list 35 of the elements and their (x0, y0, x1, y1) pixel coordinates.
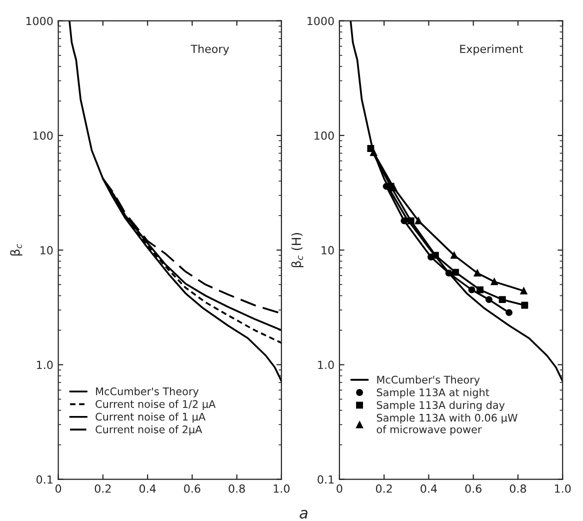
x-tick-label: 0 (336, 484, 342, 493)
legend-label: Current noise of 1/2 μA (96, 400, 216, 410)
x-tick-label: 0.4 (420, 484, 437, 493)
legend-label: Current noise of 1 μA (96, 412, 206, 423)
x-tick-label: 0.6 (465, 484, 482, 493)
y-axis-title: β$_{c}$ (10, 244, 22, 256)
x-tick-label: 1.0 (554, 484, 571, 493)
legend-label: McCumber's Theory (377, 376, 480, 386)
y-tick-label: 1.0 (318, 360, 334, 370)
x-tick-label: 0.4 (139, 484, 156, 493)
y-tick-label: 1000 (26, 16, 53, 26)
y-tick-label: 0.1 (318, 475, 334, 484)
x-tick-label: 0.2 (376, 484, 392, 493)
legend-label: Sample 113A during day (376, 400, 505, 411)
legend-label: Current noise of 2μA (96, 425, 202, 436)
y-tick-label: 10 (40, 246, 53, 254)
y-tick-label: 1.0 (36, 360, 53, 370)
y-axis-title: β$_{c}$ (H) (291, 233, 304, 268)
x-axis-title: a (300, 510, 308, 519)
annotation: Theory (190, 44, 230, 56)
annotation: Experiment (460, 44, 524, 56)
x-tick-label: 0.2 (94, 484, 111, 493)
x-tick-label: 0.6 (184, 484, 200, 493)
y-tick-label: 10 (322, 246, 334, 254)
x-tick-label: 1.0 (274, 484, 290, 493)
legend-label: McCumber's Theory (96, 387, 199, 398)
x-tick-label: 0.8 (510, 484, 526, 493)
y-tick-label: 1000 (308, 16, 334, 26)
x-tick-label: 0 (56, 484, 62, 493)
x-tick-label: 0.8 (228, 484, 245, 493)
y-tick-label: 0.1 (36, 475, 52, 484)
y-tick-label: 100 (33, 131, 53, 140)
legend-label: Sample 113A at night (376, 388, 490, 398)
y-tick-label: 100 (314, 131, 334, 140)
legend-label: Sample 113A with 0.06 μW of microwave power (376, 414, 518, 436)
